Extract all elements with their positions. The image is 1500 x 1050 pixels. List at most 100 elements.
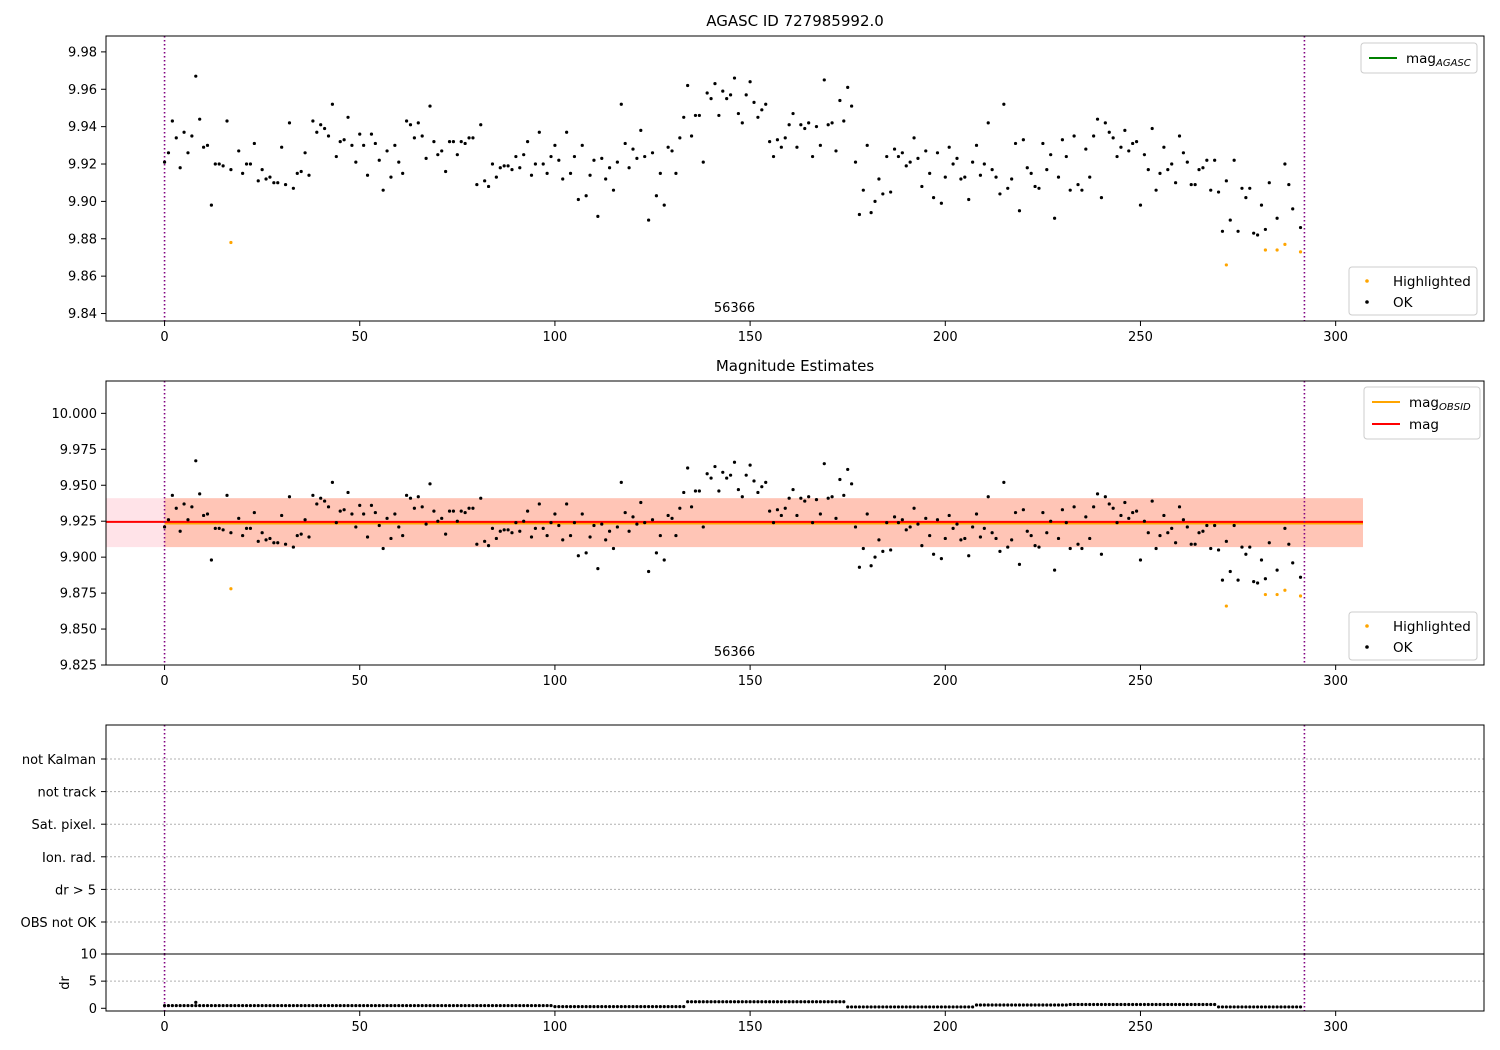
ok-point (248, 526, 253, 530)
dr-point (1193, 1002, 1197, 1007)
ok-point (850, 482, 854, 486)
ok-point (1248, 545, 1252, 549)
ok-point (311, 119, 315, 123)
dr-point (1045, 1003, 1049, 1007)
y-tick-label: 9.88 (68, 232, 97, 247)
ok-point (537, 502, 541, 506)
highlighted-point (1283, 242, 1287, 246)
ok-point (604, 538, 608, 542)
dr-point (916, 1005, 920, 1009)
ok-point (654, 194, 659, 198)
ok-point (1154, 188, 1158, 192)
ok-point (334, 154, 338, 159)
legend-label: Highlighted (1393, 619, 1471, 635)
ok-point (483, 539, 487, 543)
ok-point (256, 539, 260, 543)
dr-point (803, 1000, 807, 1004)
highlighted-point (1298, 250, 1303, 254)
ok-point (639, 500, 643, 505)
dr-point (256, 1003, 260, 1008)
ok-point (834, 149, 838, 153)
ok-point (1150, 499, 1154, 503)
dr-point (412, 1003, 416, 1008)
ok-point (756, 115, 760, 119)
dr-point (1177, 1002, 1182, 1007)
dr-point (623, 1005, 627, 1009)
ok-point (1259, 558, 1264, 562)
ok-point (244, 526, 249, 530)
dr-point (1166, 1002, 1170, 1007)
ok-point (424, 522, 428, 526)
flag-category-label: not track (37, 786, 96, 801)
ok-point (947, 513, 951, 518)
dr-point (631, 1005, 635, 1009)
ok-point (1248, 186, 1252, 190)
ok-point (1088, 175, 1092, 179)
dr-point (830, 1000, 834, 1004)
ok-point (623, 510, 627, 515)
ok-point (873, 555, 877, 559)
dr-point (1259, 1005, 1264, 1009)
ok-point (807, 121, 811, 125)
ok-point (951, 526, 955, 530)
ok-point (338, 139, 342, 144)
dr-point (307, 1003, 311, 1008)
ok-point (834, 516, 838, 520)
dr-point (248, 1003, 253, 1008)
x-tick-label: 300 (1323, 674, 1348, 689)
ok-point (607, 529, 612, 533)
ok-point (900, 518, 904, 522)
ok-point (1127, 149, 1131, 153)
ok-point (459, 509, 463, 513)
ok-point (404, 493, 409, 497)
ok-point (201, 513, 206, 518)
ok-point (1045, 168, 1049, 172)
dr-point (241, 1003, 245, 1008)
ok-point (662, 558, 666, 562)
dr-point (853, 1005, 858, 1009)
ok-point (1244, 552, 1248, 556)
ok-point (338, 509, 342, 513)
ok-point (787, 123, 791, 127)
dr-point (713, 1000, 717, 1004)
ok-point (1291, 207, 1295, 211)
ok-point (1068, 188, 1072, 192)
dr-point (978, 1003, 983, 1007)
ok-point (974, 143, 979, 147)
dr-point (998, 1003, 1002, 1007)
dr-point (1275, 1005, 1279, 1009)
x-tick-label: 150 (738, 330, 763, 345)
ok-point (166, 151, 171, 155)
ok-point (326, 134, 331, 138)
ok-point (334, 521, 338, 525)
ok-point (1181, 151, 1186, 155)
ok-point (319, 123, 323, 127)
ok-point (162, 160, 167, 164)
ok-point (323, 126, 327, 131)
ok-point (1041, 510, 1045, 515)
dr-point (229, 1003, 233, 1008)
dr-point (311, 1003, 315, 1008)
dr-point (814, 1000, 819, 1004)
dr-point (1185, 1002, 1189, 1007)
ok-point (1088, 536, 1092, 541)
dr-point (787, 1000, 791, 1004)
ok-point (955, 156, 959, 161)
dr-point (1052, 1003, 1057, 1007)
ok-point (408, 496, 413, 500)
dr-point (748, 1000, 752, 1004)
ok-point (1025, 166, 1029, 170)
dr-point (1006, 1003, 1010, 1007)
ok-point (494, 536, 498, 541)
dr-point (588, 1005, 592, 1009)
ok-point (889, 190, 893, 194)
dr-point (889, 1005, 893, 1009)
dr-point (600, 1005, 604, 1009)
ok-point (1244, 196, 1248, 200)
dr-point (568, 1005, 573, 1009)
ok-point (799, 496, 803, 500)
ok-point (283, 182, 288, 187)
dr-point (1119, 1002, 1123, 1007)
ok-point (713, 82, 717, 86)
dr-point (498, 1003, 502, 1008)
